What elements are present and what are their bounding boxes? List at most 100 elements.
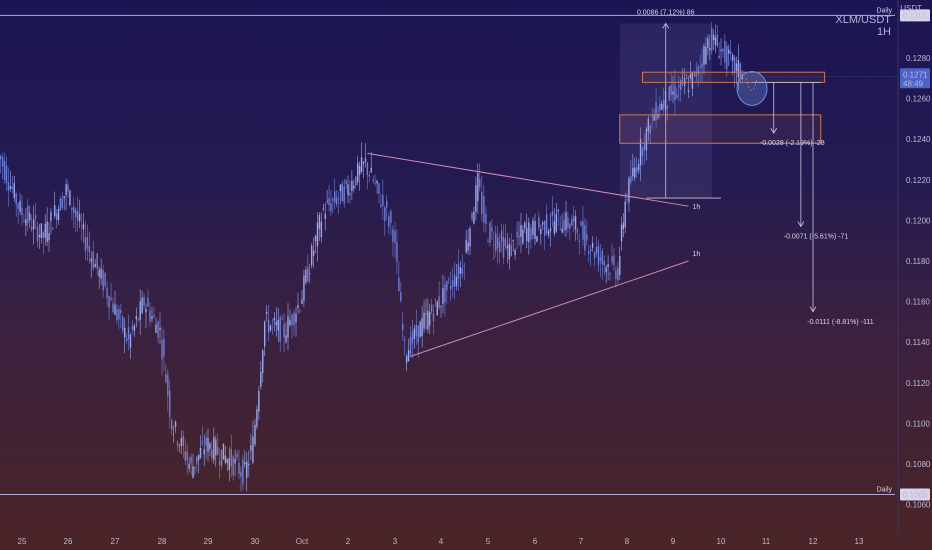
candle-body[interactable] <box>230 448 232 467</box>
candle-body[interactable] <box>504 238 507 247</box>
candle-body[interactable] <box>483 196 485 224</box>
candle-body[interactable] <box>481 191 483 214</box>
candle-body[interactable] <box>59 198 62 211</box>
candle-body[interactable] <box>506 245 509 249</box>
candle-body[interactable] <box>442 288 444 305</box>
candle-body[interactable] <box>252 436 254 463</box>
candle-body[interactable] <box>411 331 414 344</box>
candle-body[interactable] <box>578 240 580 243</box>
candle-body[interactable] <box>613 255 615 266</box>
candle-body[interactable] <box>366 163 369 175</box>
candle-body[interactable] <box>71 207 73 210</box>
candle-body[interactable] <box>528 222 530 243</box>
candle-body[interactable] <box>86 236 89 249</box>
candle-body[interactable] <box>574 216 577 230</box>
candle-body[interactable] <box>607 264 609 268</box>
candle-body[interactable] <box>143 297 145 306</box>
candle-body[interactable] <box>50 212 52 222</box>
candle-body[interactable] <box>207 437 209 452</box>
candle-body[interactable] <box>632 167 634 177</box>
candle-body[interactable] <box>739 63 742 77</box>
candle-body[interactable] <box>320 221 323 238</box>
candle-body[interactable] <box>419 321 421 338</box>
candle-body[interactable] <box>703 45 705 65</box>
candle-body[interactable] <box>591 242 594 248</box>
candle-body[interactable] <box>100 268 102 279</box>
candle-body[interactable] <box>639 139 642 165</box>
candle-body[interactable] <box>512 240 514 242</box>
candle-body[interactable] <box>534 220 536 239</box>
resistance-box[interactable] <box>642 71 826 83</box>
candle-body[interactable] <box>681 77 684 79</box>
candle-body[interactable] <box>709 48 711 51</box>
candle-body[interactable] <box>301 299 303 305</box>
candle-body[interactable] <box>125 338 128 342</box>
candle-body[interactable] <box>161 340 163 360</box>
candle-body[interactable] <box>3 160 6 180</box>
candle-body[interactable] <box>495 233 497 252</box>
candle-body[interactable] <box>453 274 456 287</box>
candle-body[interactable] <box>197 454 200 461</box>
candle-body[interactable] <box>543 221 546 236</box>
candle-body[interactable] <box>540 229 542 235</box>
candle-body[interactable] <box>619 255 621 275</box>
candle-body[interactable] <box>13 183 15 198</box>
candle-body[interactable] <box>436 301 438 316</box>
candle-body[interactable] <box>691 72 694 89</box>
candle-body[interactable] <box>314 236 317 242</box>
candle-body[interactable] <box>267 319 270 333</box>
candle-body[interactable] <box>355 176 357 186</box>
candle-body[interactable] <box>287 316 289 338</box>
candle-body[interactable] <box>576 229 579 233</box>
candle-body[interactable] <box>557 208 559 213</box>
candle-body[interactable] <box>461 268 464 274</box>
candle-body[interactable] <box>57 209 60 221</box>
candle-body[interactable] <box>19 200 21 212</box>
candle-body[interactable] <box>188 463 190 469</box>
candle-body[interactable] <box>351 180 353 191</box>
candle-body[interactable] <box>349 192 351 196</box>
candle-body[interactable] <box>647 118 650 132</box>
candle-body[interactable] <box>518 236 520 238</box>
candle-body[interactable] <box>240 471 242 477</box>
candle-body[interactable] <box>170 420 173 430</box>
candle-body[interactable] <box>303 275 305 301</box>
candle-body[interactable] <box>61 198 64 208</box>
candle-body[interactable] <box>246 461 248 478</box>
candle-body[interactable] <box>582 221 584 240</box>
support-box[interactable] <box>619 114 822 144</box>
candle-body[interactable] <box>396 242 398 262</box>
candle-body[interactable] <box>586 234 588 241</box>
candle-body[interactable] <box>735 63 738 72</box>
candle-body[interactable] <box>54 205 56 217</box>
candle-body[interactable] <box>5 165 8 184</box>
candle-body[interactable] <box>328 198 330 206</box>
candle-body[interactable] <box>726 45 728 70</box>
candle-body[interactable] <box>263 321 266 347</box>
candle-body[interactable] <box>565 212 567 231</box>
candle-body[interactable] <box>310 245 313 266</box>
candle-body[interactable] <box>653 115 655 121</box>
candle-body[interactable] <box>374 182 376 184</box>
candle-body[interactable] <box>297 305 299 308</box>
candle-body[interactable] <box>714 37 717 46</box>
candle-body[interactable] <box>398 277 400 292</box>
candle-body[interactable] <box>291 314 293 326</box>
candle-body[interactable] <box>536 236 538 242</box>
candle-body[interactable] <box>0 155 2 160</box>
candle-body[interactable] <box>475 185 477 212</box>
candle-body[interactable] <box>337 198 340 200</box>
candle-body[interactable] <box>38 234 41 237</box>
candle-body[interactable] <box>155 324 157 333</box>
candle-body[interactable] <box>106 287 108 299</box>
candle-body[interactable] <box>220 449 223 467</box>
candle-body[interactable] <box>368 174 371 177</box>
candle-body[interactable] <box>36 226 39 242</box>
candle-body[interactable] <box>662 100 665 109</box>
candle-body[interactable] <box>467 242 469 251</box>
candle-body[interactable] <box>678 85 680 88</box>
candle-body[interactable] <box>238 462 240 474</box>
candle-body[interactable] <box>542 222 544 225</box>
candle-body[interactable] <box>96 253 98 269</box>
candle-body[interactable] <box>402 323 404 331</box>
